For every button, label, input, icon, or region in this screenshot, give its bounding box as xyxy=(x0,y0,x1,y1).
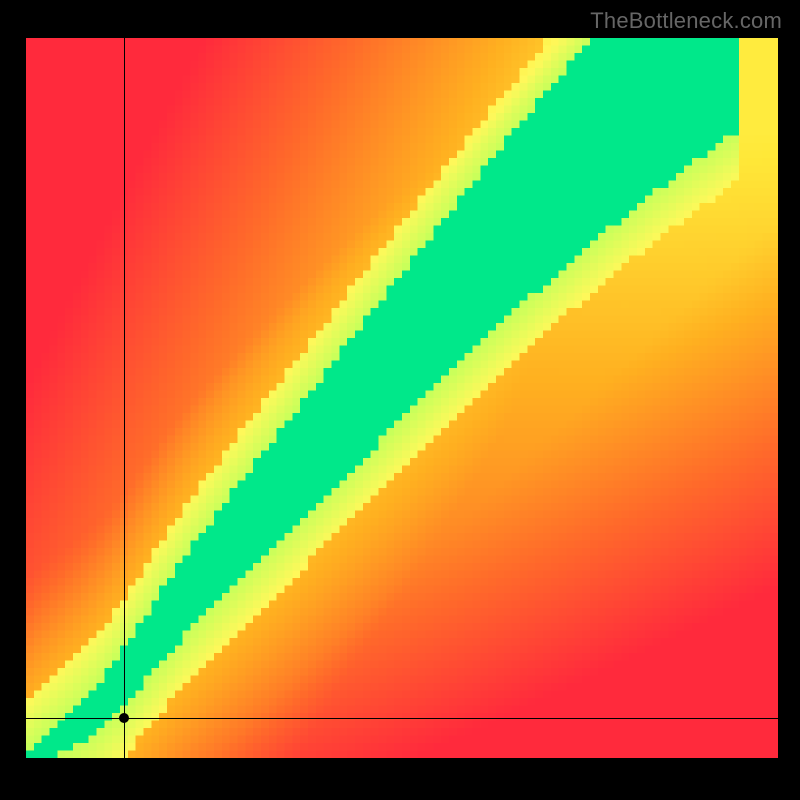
chart-container: TheBottleneck.com xyxy=(0,0,800,800)
watermark-text: TheBottleneck.com xyxy=(590,8,782,34)
bottleneck-heatmap xyxy=(26,38,778,758)
crosshair-horizontal-line xyxy=(26,718,778,719)
crosshair-vertical-line xyxy=(124,38,125,758)
